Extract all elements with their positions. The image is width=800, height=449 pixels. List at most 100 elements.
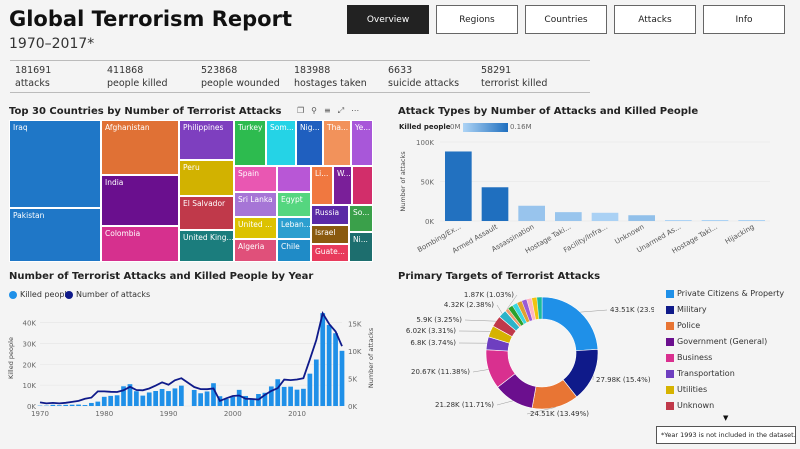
treemap-cell-afghanistan[interactable]: Afghanistan bbox=[101, 120, 179, 175]
attack-types-legend-max: 0.16M bbox=[510, 123, 532, 131]
focus-icon[interactable]: ⤢ bbox=[337, 106, 345, 115]
treemap-cell-nigeria[interactable]: Nig... bbox=[296, 120, 323, 166]
treemap-cell-thailand[interactable]: Tha... bbox=[323, 120, 351, 166]
treemap-cell-colombia[interactable]: Colombia bbox=[101, 226, 179, 262]
treemap-cell-peru[interactable]: Peru bbox=[179, 160, 234, 196]
treemap-cell-iraq[interactable]: Iraq bbox=[9, 120, 101, 208]
killed-bar bbox=[89, 402, 94, 406]
legend-dot-icon bbox=[65, 290, 73, 299]
killed-bar bbox=[179, 385, 184, 406]
filter-icon[interactable]: ≡ bbox=[324, 106, 331, 115]
targets-legend-item[interactable]: Government (General) bbox=[666, 337, 767, 346]
y-left-tick-label: 10K bbox=[23, 382, 37, 390]
killed-bar bbox=[313, 359, 319, 406]
killed-bar bbox=[268, 386, 274, 406]
leader-line bbox=[496, 400, 513, 406]
attack-types-legend-min: 0M bbox=[450, 123, 461, 131]
killed-bar bbox=[249, 399, 255, 406]
nav-tab-attacks[interactable]: Attacks bbox=[614, 5, 696, 34]
targets-legend-item[interactable]: Unknown bbox=[666, 401, 714, 410]
targets-title: Primary Targets of Terrorist Attacks bbox=[398, 271, 601, 282]
targets-legend-item[interactable]: Transportation bbox=[666, 369, 735, 378]
killed-bar bbox=[307, 373, 313, 406]
treemap-cell-turkey[interactable]: Turkey bbox=[234, 120, 266, 166]
trend-legend-killed: Killed people bbox=[9, 290, 72, 299]
y-tick-label: 50K bbox=[421, 179, 435, 187]
treemap-cell-somalia[interactable]: Som... bbox=[266, 120, 296, 166]
treemap-cell-spain[interactable]: Spain bbox=[234, 166, 277, 192]
kpi-hostages: 183988 hostages taken bbox=[294, 65, 367, 89]
treemap-cell-israel[interactable]: Israel bbox=[311, 225, 349, 244]
targets-legend-item[interactable]: Police bbox=[666, 321, 700, 330]
kpi-terrorist-killed: 58291 terrorist killed bbox=[481, 65, 548, 89]
treemap-cell-libya[interactable]: Li... bbox=[311, 166, 333, 205]
treemap-cell-pakistan[interactable]: Pakistan bbox=[9, 208, 101, 262]
killed-bar bbox=[146, 392, 152, 406]
treemap-cell-lebanon[interactable]: Leban... bbox=[277, 217, 311, 239]
pin-icon[interactable]: ⚲ bbox=[311, 106, 318, 115]
nav-tab-overview[interactable]: Overview bbox=[347, 5, 429, 34]
treemap-cell-united-kingdom[interactable]: United King... bbox=[179, 230, 234, 262]
more-icon[interactable]: ⋯ bbox=[351, 106, 360, 115]
leader-line bbox=[464, 319, 496, 322]
kpi-strip: 181691 attacks 411868 people killed 523868… bbox=[10, 60, 590, 93]
targets-legend-item[interactable]: Business bbox=[666, 353, 712, 362]
treemap-cell-egypt-mini[interactable] bbox=[277, 166, 311, 192]
killed-bar bbox=[121, 386, 126, 406]
bar bbox=[701, 220, 729, 221]
nav-tab-regions[interactable]: Regions bbox=[436, 5, 518, 34]
donut-data-label: 5.9K (3.25%) bbox=[416, 316, 462, 324]
treemap-cell-nicaragua[interactable]: Ni... bbox=[349, 232, 373, 262]
attacks-line bbox=[39, 310, 343, 405]
nav-tab-info[interactable]: Info bbox=[703, 5, 785, 34]
killed-bar bbox=[166, 391, 171, 406]
treemap-cell-south-africa[interactable]: So... bbox=[349, 205, 373, 232]
attack-types-legend-label: Killed people bbox=[399, 123, 451, 131]
killed-bar bbox=[230, 396, 236, 406]
targets-legend-item[interactable]: Private Citizens & Property bbox=[666, 289, 784, 298]
bar bbox=[628, 215, 655, 221]
killed-bar bbox=[243, 395, 248, 406]
bar bbox=[665, 220, 692, 221]
treemap-cell-algeria[interactable]: Algeria bbox=[234, 239, 277, 262]
y-right-tick-label: 15K bbox=[348, 321, 362, 329]
y-right-tick-label: 10K bbox=[348, 348, 362, 356]
trend-legend-attacks: Number of attacks bbox=[65, 290, 150, 299]
visual-header-icons: ❐ ⚲ ≡ ⤢ ⋯ bbox=[297, 106, 359, 116]
killed-bar bbox=[50, 404, 56, 406]
x-tick-label: 1970 bbox=[31, 410, 49, 418]
treemap-cell-russia[interactable]: Russia bbox=[311, 205, 349, 225]
treemap-cell-egypt[interactable]: Egypt bbox=[277, 192, 311, 217]
treemap-cell-philippines[interactable]: Philippines bbox=[179, 120, 234, 160]
targets-legend-item[interactable]: Utilities bbox=[666, 385, 707, 394]
treemap-cell-chile[interactable]: Chile bbox=[277, 239, 311, 262]
copy-icon[interactable]: ❐ bbox=[297, 106, 305, 115]
killed-bar bbox=[301, 388, 306, 406]
treemap-cell-india[interactable]: India bbox=[101, 175, 179, 226]
killed-bar bbox=[114, 395, 120, 406]
killed-bar bbox=[56, 405, 62, 406]
treemap-cell-guatemala[interactable]: Guate... bbox=[311, 244, 349, 262]
treemap-cell-el-salvador[interactable]: El Salvador bbox=[179, 196, 234, 230]
treemap-cell-sri-lanka[interactable]: Sri Lanka bbox=[234, 192, 277, 217]
treemap-cell-misc[interactable] bbox=[352, 166, 373, 205]
targets-legend-item[interactable]: Military bbox=[666, 305, 707, 314]
leader-line bbox=[472, 369, 489, 373]
x-tick-label: Unknown bbox=[614, 223, 646, 246]
killed-bar bbox=[262, 392, 268, 406]
treemap: Iraq Pakistan Afghanistan India Colombia… bbox=[9, 120, 373, 262]
legend-scroll-down-icon[interactable]: ▼ bbox=[723, 414, 729, 422]
killed-bar bbox=[153, 390, 159, 406]
treemap-cell-united-states[interactable]: United ... bbox=[234, 217, 277, 239]
kpi-wounded: 523868 people wounded bbox=[201, 65, 280, 89]
treemap-cell-west-bank[interactable]: W... bbox=[333, 166, 352, 205]
killed-bar bbox=[82, 405, 88, 406]
killed-bar bbox=[288, 386, 293, 406]
killed-bar bbox=[63, 404, 69, 406]
treemap-cell-yemen[interactable]: Ye... bbox=[351, 120, 373, 166]
x-tick-label: Hijacking bbox=[724, 223, 756, 246]
nav-tab-countries[interactable]: Countries bbox=[525, 5, 607, 34]
killed-bar bbox=[204, 391, 210, 406]
killed-bar bbox=[191, 389, 197, 406]
